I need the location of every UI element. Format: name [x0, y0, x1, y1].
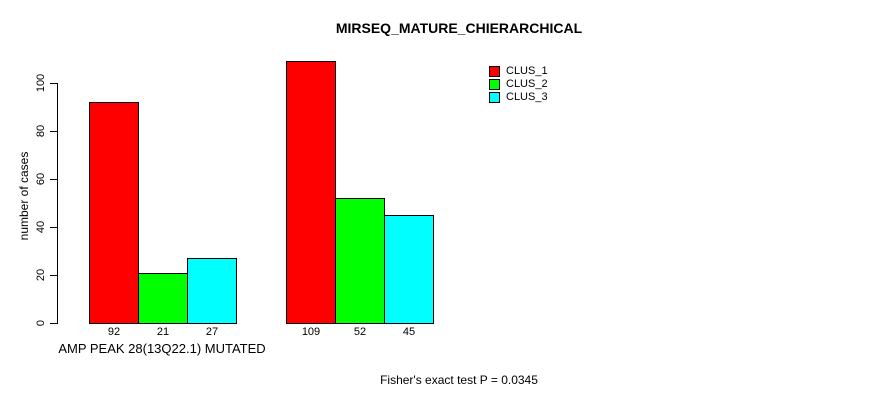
legend: CLUS_1 CLUS_2 CLUS_3 — [489, 66, 548, 105]
y-tick-label: 80 — [35, 124, 47, 138]
bar-value-label: 109 — [301, 326, 321, 338]
legend-swatch — [489, 66, 500, 77]
y-tick-label: 40 — [35, 220, 47, 234]
y-tick-label: 100 — [35, 73, 47, 93]
chart-title: MIRSEQ_MATURE_CHIERARCHICAL — [335, 20, 583, 36]
legend-row: CLUS_1 — [489, 66, 548, 77]
legend-label: CLUS_3 — [506, 91, 548, 103]
bar — [89, 102, 139, 324]
y-axis-line — [57, 83, 58, 324]
y-tick — [50, 131, 57, 132]
bar-value-label: 27 — [205, 326, 219, 338]
y-axis-label: number of cases — [17, 151, 31, 241]
bar — [286, 61, 336, 324]
annotation-text: Fisher's exact test P = 0.0345 — [380, 373, 538, 387]
legend-row: CLUS_3 — [489, 92, 548, 103]
legend-row: CLUS_2 — [489, 79, 548, 90]
legend-swatch — [489, 79, 500, 90]
y-tick-label: 60 — [35, 172, 47, 186]
y-tick — [50, 323, 57, 324]
y-tick — [50, 179, 57, 180]
bar — [138, 273, 188, 324]
bar — [335, 198, 385, 324]
y-tick — [50, 83, 57, 84]
bar-value-label: 92 — [107, 326, 121, 338]
legend-swatch — [489, 92, 500, 103]
y-tick-label: 20 — [35, 268, 47, 282]
bar-value-label: 21 — [156, 326, 170, 338]
y-tick — [50, 275, 57, 276]
y-tick-label: 0 — [35, 319, 47, 327]
bar — [384, 215, 434, 324]
bar-value-label: 52 — [353, 326, 367, 338]
bar-value-label: 45 — [402, 326, 416, 338]
bar — [187, 258, 237, 324]
legend-label: CLUS_2 — [506, 78, 548, 90]
x-axis-label: AMP PEAK 28(13Q22.1) MUTATED — [58, 341, 266, 356]
legend-label: CLUS_1 — [506, 65, 548, 77]
y-tick — [50, 227, 57, 228]
